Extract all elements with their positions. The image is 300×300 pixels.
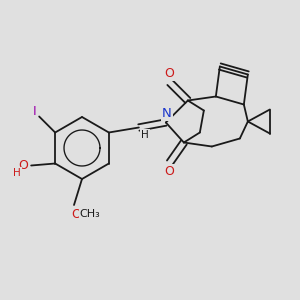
Text: O: O [18, 159, 28, 172]
Text: H: H [141, 130, 149, 140]
Text: H: H [13, 167, 21, 178]
Text: I: I [32, 105, 36, 118]
Text: O: O [71, 208, 81, 220]
Text: O: O [164, 165, 174, 178]
Text: N: N [162, 107, 172, 120]
Text: O: O [164, 67, 174, 80]
Text: CH₃: CH₃ [80, 209, 100, 219]
